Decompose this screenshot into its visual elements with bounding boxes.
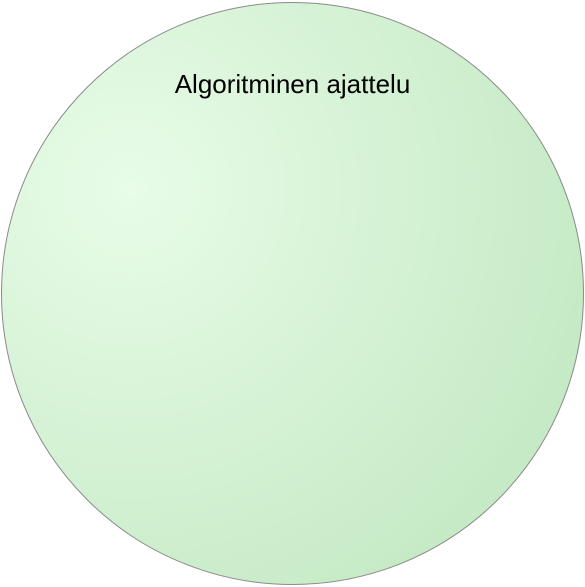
circle-label: Algoritminen ajattelu	[175, 69, 411, 99]
